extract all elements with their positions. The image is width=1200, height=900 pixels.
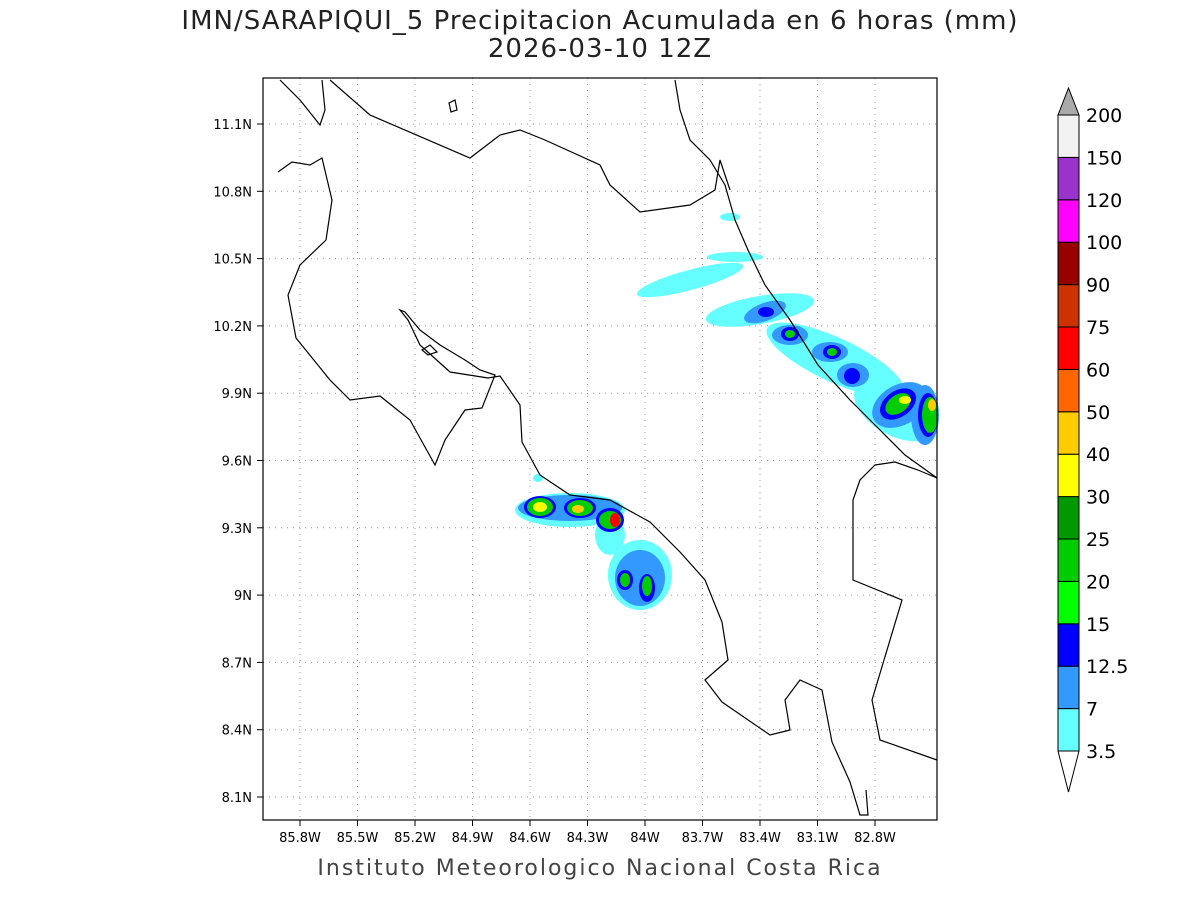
colorbar-label: 200	[1086, 105, 1122, 127]
colorbar-swatch	[1057, 368, 1080, 413]
map-date: 2026-03-10 12Z	[487, 34, 713, 64]
lon-label: 82.8W	[854, 831, 896, 846]
grid-lines	[263, 78, 937, 820]
colorbar-swatch	[1057, 665, 1080, 710]
colorbar-label: 40	[1086, 444, 1110, 466]
colorbar-swatch	[1057, 580, 1080, 625]
map-title: IMN/SARAPIQUI_5 Precipitacion Acumulada …	[181, 6, 1019, 36]
lon-label: 84.3W	[567, 831, 609, 846]
colorbar-swatch	[1057, 411, 1080, 455]
map-frame	[262, 77, 938, 821]
colorbar-swatch	[1057, 156, 1080, 201]
colorbar-swatch	[1057, 538, 1080, 582]
lat-label: 9.9N	[222, 387, 252, 402]
colorbar-label: 3.5	[1086, 741, 1116, 763]
lon-label: 83.4W	[739, 831, 781, 846]
lon-label: 84.9W	[452, 831, 494, 846]
colorbar-label: 25	[1086, 529, 1110, 551]
lat-label: 11.1N	[213, 118, 252, 133]
colorbar-swatch	[1057, 199, 1080, 243]
colorbar-swatch	[1057, 708, 1080, 752]
colorbar-label: 150	[1086, 147, 1122, 169]
lon-label: 83.7W	[682, 831, 724, 846]
colorbar-swatch	[1057, 453, 1080, 498]
lon-label: 85.5W	[337, 831, 379, 846]
lat-label: 9.6N	[222, 455, 252, 470]
colorbar-swatch	[1057, 114, 1080, 158]
lon-label: 84W	[630, 831, 660, 846]
coastlines-borders	[277, 79, 938, 816]
colorbar-label: 20	[1086, 571, 1110, 593]
rain-band-caribbean	[636, 213, 939, 445]
colorbar-label: 120	[1086, 190, 1122, 212]
colorbar-label: 50	[1086, 402, 1110, 424]
lat-label: 9.3N	[222, 522, 252, 537]
lat-label: 9N	[234, 589, 252, 604]
colorbar-label: 12.5	[1086, 656, 1128, 678]
colorbar: 3.5 7 12.5 15 20 25 30 40 50 60 75 90 100 120 150 200	[1057, 86, 1128, 793]
colorbar-swatch	[1057, 284, 1080, 328]
lon-label: 85.2W	[394, 831, 436, 846]
lat-label: 10.5N	[213, 253, 252, 268]
colorbar-swatch	[1057, 496, 1080, 540]
lat-label: 10.8N	[213, 185, 252, 200]
lon-label: 85.8W	[279, 831, 321, 846]
lat-label: 8.7N	[222, 656, 252, 671]
colorbar-label: 75	[1086, 317, 1110, 339]
colorbar-swatch	[1057, 623, 1080, 667]
colorbar-over-arrow	[1057, 86, 1080, 116]
lon-label: 84.6W	[509, 831, 551, 846]
colorbar-label: 90	[1086, 275, 1110, 297]
precipitation-field	[515, 213, 939, 610]
colorbar-swatch	[1057, 241, 1080, 286]
colorbar-label: 30	[1086, 487, 1110, 509]
colorbar-under-arrow	[1057, 750, 1080, 793]
rain-cluster-central	[515, 474, 672, 610]
colorbar-label: 15	[1086, 614, 1110, 636]
lat-label: 8.1N	[222, 791, 252, 806]
colorbar-swatch	[1057, 326, 1080, 370]
axis-ticks: 85.8W 85.5W 85.2W 84.9W 84.6W 84.3W 84W 83.7W 83…	[213, 118, 896, 846]
footer-credit: Instituto Meteorologico Nacional Costa R…	[317, 856, 883, 881]
colorbar-label: 7	[1086, 699, 1098, 721]
lat-label: 10.2N	[213, 320, 252, 335]
lat-label: 8.4N	[222, 724, 252, 739]
colorbar-label: 60	[1086, 359, 1110, 381]
colorbar-label: 100	[1086, 232, 1122, 254]
lon-label: 83.1W	[797, 831, 839, 846]
